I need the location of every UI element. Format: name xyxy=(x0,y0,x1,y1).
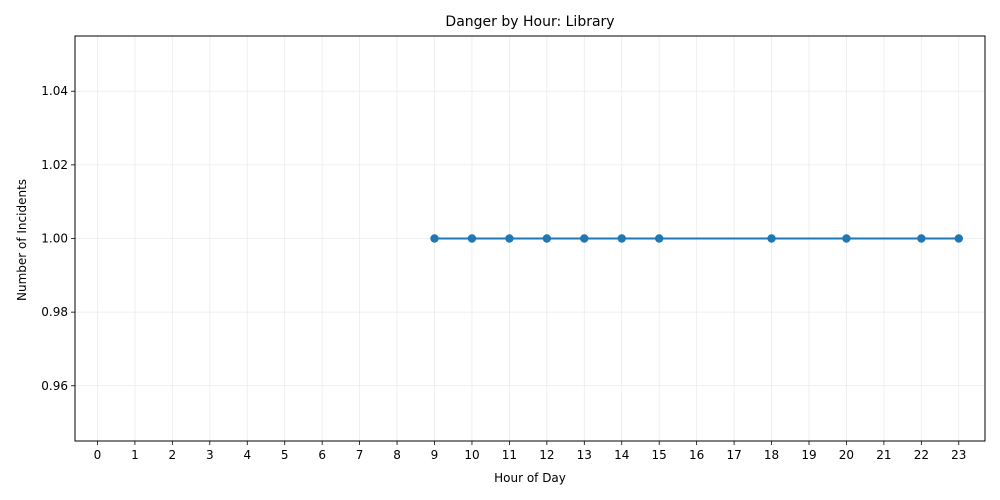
x-axis: 0 1 2 3 4 5 6 7 8 9 10 11 12 13 14 15 16 17 18 19 20 21 22 23 xyxy=(94,441,966,462)
data-point xyxy=(767,234,776,243)
x-tick-label: 14 xyxy=(614,448,629,462)
x-tick-label: 23 xyxy=(951,448,966,462)
x-axis-label: Hour of Day xyxy=(494,471,566,485)
x-tick-label: 1 xyxy=(131,448,139,462)
x-tick-label: 9 xyxy=(431,448,439,462)
x-tick-label: 2 xyxy=(169,448,177,462)
y-tick-label: 1.00 xyxy=(41,232,68,246)
data-point xyxy=(617,234,626,243)
y-tick-label: 0.96 xyxy=(41,379,68,393)
y-tick-label: 1.04 xyxy=(41,84,68,98)
x-tick-label: 22 xyxy=(914,448,929,462)
x-tick-label: 11 xyxy=(502,448,517,462)
x-tick-label: 10 xyxy=(464,448,479,462)
y-axis: 0.96 0.98 1.00 1.02 1.04 xyxy=(41,84,75,393)
x-tick-label: 20 xyxy=(839,448,854,462)
series-layer xyxy=(430,234,963,243)
x-tick-label: 6 xyxy=(318,448,326,462)
x-tick-label: 7 xyxy=(356,448,364,462)
y-tick-label: 1.02 xyxy=(41,158,68,172)
x-tick-label: 3 xyxy=(206,448,214,462)
data-point xyxy=(917,234,926,243)
x-tick-label: 13 xyxy=(577,448,592,462)
data-point xyxy=(505,234,514,243)
x-tick-label: 12 xyxy=(539,448,554,462)
x-tick-label: 17 xyxy=(726,448,741,462)
x-tick-label: 8 xyxy=(393,448,401,462)
data-point xyxy=(580,234,589,243)
x-tick-label: 15 xyxy=(652,448,667,462)
x-tick-label: 0 xyxy=(94,448,102,462)
x-tick-label: 5 xyxy=(281,448,289,462)
x-tick-label: 21 xyxy=(876,448,891,462)
x-tick-label: 4 xyxy=(243,448,251,462)
data-point xyxy=(467,234,477,243)
x-tick-label: 16 xyxy=(689,448,704,462)
x-tick-label: 18 xyxy=(764,448,779,462)
data-point xyxy=(654,234,664,243)
chart-title: Danger by Hour: Library xyxy=(445,14,614,30)
x-tick-label: 19 xyxy=(801,448,816,462)
data-point xyxy=(842,234,851,243)
data-point xyxy=(430,234,439,243)
data-point xyxy=(542,234,552,243)
data-point xyxy=(954,234,963,243)
y-axis-label: Number of Incidents xyxy=(15,179,29,301)
y-tick-label: 0.98 xyxy=(41,305,68,319)
